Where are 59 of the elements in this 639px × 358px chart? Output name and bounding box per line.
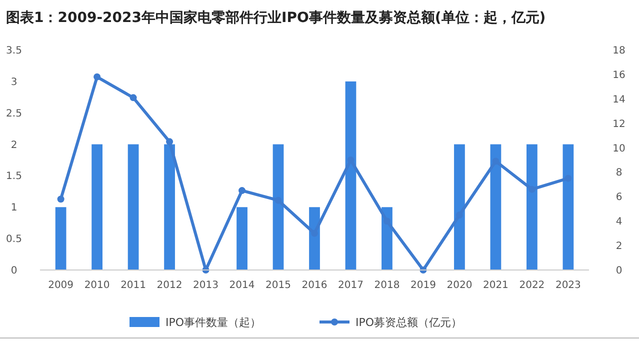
x-tick-label: 2023 xyxy=(555,280,581,291)
y2-tick-label: 12 xyxy=(612,118,626,130)
legend-label: IPO募资总额（亿元） xyxy=(356,316,462,329)
point xyxy=(311,230,318,237)
x-tick-label: 2013 xyxy=(193,280,218,291)
x-tick-label: 2010 xyxy=(84,280,110,291)
y2-tick-label: 18 xyxy=(612,46,626,56)
y-tick-label: 3 xyxy=(10,76,18,88)
y2-tick-label: 2 xyxy=(616,241,622,252)
point xyxy=(456,212,463,218)
y-tick-label: 0 xyxy=(10,266,18,276)
y-tick-label: 2.5 xyxy=(6,108,22,120)
y-tick-label: 2 xyxy=(10,140,18,151)
bar xyxy=(92,144,102,270)
bar xyxy=(272,144,284,270)
y2-tick-label: 8 xyxy=(616,168,622,179)
y-tick-label: 0.5 xyxy=(6,234,22,246)
bar xyxy=(345,81,356,270)
x-tick-label: 2011 xyxy=(120,280,146,291)
bar xyxy=(236,207,248,270)
x-tick-label: 2018 xyxy=(374,280,400,291)
x-tick-label: 2012 xyxy=(156,280,182,291)
y2-tick-label: 10 xyxy=(612,143,626,154)
point xyxy=(94,73,101,80)
y-tick-label: 3.5 xyxy=(6,46,22,56)
bar xyxy=(128,144,139,270)
point xyxy=(492,158,500,165)
bar xyxy=(490,144,502,270)
bar xyxy=(526,144,538,270)
point xyxy=(238,187,246,194)
x-tick-label: 2016 xyxy=(302,280,328,291)
y2-tick-label: 16 xyxy=(612,70,626,81)
legend-label: IPO事件数量（起） xyxy=(166,316,262,329)
x-tick-label: 2009 xyxy=(48,280,74,291)
y2-tick-label: 4 xyxy=(616,216,622,228)
x-tick-label: 2022 xyxy=(519,280,545,291)
y-tick-label: 1.5 xyxy=(6,171,22,182)
x-tick-label: 2019 xyxy=(410,280,436,291)
x-tick-label: 2015 xyxy=(266,280,291,291)
point xyxy=(130,94,137,102)
y2-tick-label: 14 xyxy=(612,94,626,106)
point xyxy=(564,174,572,182)
point xyxy=(166,138,174,146)
point xyxy=(57,196,64,203)
chart-title: 图表1：2009-2023年中国家电零部件行业IPO事件数量及募资总额(单位：起，亿元) xyxy=(6,9,546,26)
bar xyxy=(55,207,66,270)
bar xyxy=(454,144,465,270)
x-tick-label: 2014 xyxy=(229,280,255,291)
x-tick-label: 2020 xyxy=(446,280,472,291)
y-tick-label: 1 xyxy=(10,202,18,214)
point xyxy=(383,218,390,225)
x-tick-label: 2017 xyxy=(338,280,364,291)
bar xyxy=(164,144,175,270)
y2-tick-label: 0 xyxy=(616,266,622,276)
point xyxy=(528,186,536,193)
point xyxy=(274,196,282,204)
y2-tick-label: 6 xyxy=(616,192,622,204)
x-tick-label: 2021 xyxy=(482,280,508,291)
bar xyxy=(562,144,574,270)
